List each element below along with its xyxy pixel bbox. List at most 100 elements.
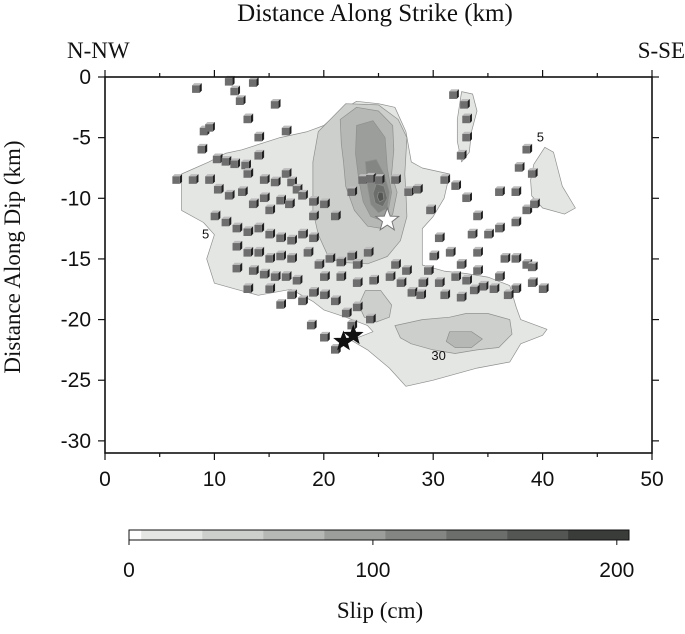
x-tick-label: 0	[99, 468, 111, 491]
aftershock-marker	[213, 183, 224, 194]
aftershock-marker	[511, 186, 522, 196]
corner-label-left: N-NW	[67, 38, 130, 63]
aftershock-marker	[320, 331, 330, 342]
aftershock-marker	[484, 228, 494, 239]
colorbar-frame	[128, 529, 630, 541]
aftershock-marker	[265, 252, 276, 263]
aftershock-marker	[254, 131, 265, 142]
x-axis: 0 10 20 30 40 50	[99, 70, 664, 491]
aftershock-marker	[429, 250, 440, 261]
contour-label: 30	[431, 348, 445, 363]
aftershock-marker	[495, 271, 505, 281]
colorbar-bin	[324, 530, 386, 540]
aftershock-marker	[363, 246, 374, 257]
aftershock-marker	[259, 192, 270, 203]
aftershock-marker	[530, 198, 540, 209]
aftershock-marker	[276, 299, 286, 309]
aftershock-marker	[341, 307, 352, 318]
y-tick-label: 0	[79, 66, 91, 89]
aftershock-marker	[298, 189, 308, 200]
aftershock-marker	[243, 168, 254, 178]
plot-area: 5 5 30 0 10 20 30 40 50 0 -5 -10 -15 -20 -25 -30	[61, 66, 664, 491]
aftershock-marker	[478, 280, 489, 291]
aftershock-marker	[309, 210, 319, 221]
aftershock-marker	[285, 198, 295, 209]
aftershock-marker	[238, 186, 248, 196]
aftershock-marker	[172, 174, 183, 184]
aftershock-marker	[205, 121, 215, 132]
aftershock-marker	[347, 186, 358, 196]
aftershock-marker	[197, 143, 208, 154]
aftershock-marker	[527, 168, 538, 178]
colorbar-bins	[129, 530, 629, 540]
y-tick-label: -20	[61, 309, 91, 332]
aftershock-marker	[298, 295, 308, 306]
aftershock-marker	[391, 174, 401, 184]
aftershock-marker	[469, 284, 480, 295]
aftershock-marker	[374, 174, 385, 184]
aftershock-marker	[287, 234, 297, 245]
aftershock-marker	[265, 204, 276, 215]
aftershock-marker	[330, 295, 341, 306]
chart-title: Distance Along Strike (km)	[237, 0, 513, 27]
aftershock-marker	[369, 274, 379, 285]
aftershock-marker	[347, 250, 358, 261]
aftershock-marker	[232, 262, 243, 273]
aftershock-marker	[265, 283, 276, 294]
aftershock-marker	[426, 204, 436, 215]
colorbar-tick-label: 0	[123, 559, 135, 582]
colorbar-bin	[385, 530, 447, 540]
colorbar-bin	[129, 530, 142, 540]
aftershock-marker	[243, 226, 254, 237]
aftershock-marker	[413, 183, 423, 194]
aftershock-marker	[320, 289, 330, 300]
aftershock-marker	[451, 271, 462, 281]
colorbar-label: Slip (cm)	[337, 598, 423, 623]
aftershock-marker	[270, 98, 281, 109]
aftershock-marker	[224, 189, 235, 200]
x-tick-label: 20	[312, 468, 335, 491]
aftershock-marker	[287, 289, 297, 300]
colorbar-bin	[141, 530, 203, 540]
contour-label: 5	[202, 227, 209, 242]
aftershock-marker	[503, 289, 514, 300]
aftershock-marker	[462, 274, 472, 285]
y-tick-label: -15	[61, 248, 91, 271]
aftershock-marker	[511, 252, 522, 263]
aftershock-marker	[352, 277, 363, 287]
contour-label: 5	[537, 130, 544, 145]
aftershock-marker	[265, 228, 276, 239]
colorbar-bin	[446, 530, 508, 540]
aftershock-marker	[538, 283, 549, 294]
aftershock-marker	[511, 216, 522, 227]
aftershock-marker	[460, 98, 470, 109]
aftershock-marker	[320, 271, 330, 281]
slip-contours	[181, 91, 576, 387]
aftershock-marker	[221, 216, 232, 227]
colorbar-bin	[507, 530, 569, 540]
aftershock-marker	[230, 158, 241, 169]
aftershock-marker	[232, 240, 243, 251]
aftershock-marker	[404, 186, 414, 196]
aftershock-marker	[445, 246, 456, 257]
aftershock-marker	[276, 232, 286, 243]
aftershock-marker	[449, 89, 459, 99]
aftershock-marker	[212, 153, 223, 164]
aftershock-marker	[473, 210, 483, 221]
colorbar: 0 100 200 Slip (cm)	[123, 529, 634, 623]
aftershock-marker	[330, 210, 341, 221]
aftershock-marker	[495, 222, 505, 233]
aftershock-marker	[205, 174, 215, 184]
x-tick-label: 10	[203, 468, 226, 491]
aftershock-marker	[522, 143, 533, 154]
contour-5-region-2	[530, 146, 576, 215]
colorbar-bin	[568, 530, 629, 540]
corner-label-right: S-SE	[638, 38, 685, 63]
aftershock-marker	[462, 131, 472, 142]
aftershock-marker	[511, 283, 522, 294]
aftershock-marker	[473, 246, 483, 257]
contour-5-region-1	[456, 91, 478, 163]
aftershock-marker	[527, 277, 538, 287]
aftershock-marker	[270, 271, 281, 281]
contour-55-region-1	[445, 331, 483, 348]
